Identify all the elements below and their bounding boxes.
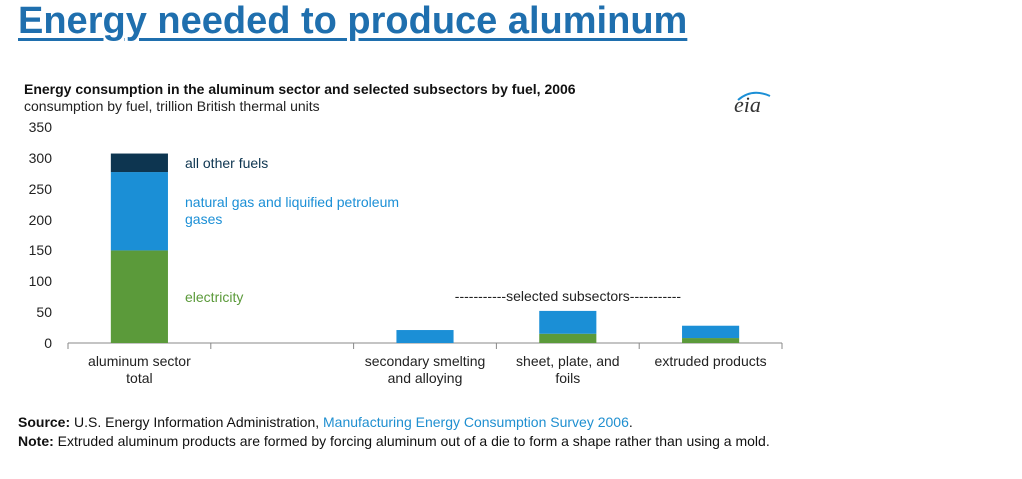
legend-label: all other fuels (185, 154, 269, 171)
legend-label: electricity (185, 288, 244, 305)
bar-segment (110, 250, 168, 343)
source-label: Source: (18, 414, 71, 430)
x-tick-label: extruded products (654, 353, 767, 369)
y-tick-label: 100 (28, 273, 52, 290)
x-tick-label: sheet, plate, and foils (516, 353, 620, 386)
bar-segment (396, 330, 454, 343)
logo-arc (737, 91, 771, 101)
source-end: . (628, 414, 633, 430)
bar-segment (110, 172, 168, 251)
x-tick-label: aluminum sector total (88, 353, 191, 386)
bar-segment (682, 325, 740, 339)
note-label: Note: (18, 433, 54, 449)
chart-title: Energy consumption in the aluminum secto… (24, 81, 576, 97)
y-tick-label: 150 (28, 242, 52, 259)
logo: eia (734, 92, 761, 117)
bar-segment (539, 310, 597, 334)
source-link[interactable]: Manufacturing Energy Consumption Survey … (323, 414, 629, 430)
page-heading: Energy needed to produce aluminum (18, 0, 688, 42)
y-tick-label: 0 (44, 335, 52, 351)
legend-label: natural gas and liquified petroleum gase… (185, 194, 400, 228)
note-text: Extruded aluminum products are formed by… (57, 433, 770, 449)
source-line: Source: U.S. Energy Information Administ… (18, 414, 633, 430)
y-tick-label: 350 (28, 119, 52, 135)
y-tick-label: 300 (28, 149, 52, 166)
annotation: -----------selected subsectors----------… (454, 288, 682, 304)
y-tick-label: 250 (28, 180, 52, 197)
note-line: Note: Extruded aluminum products are for… (18, 433, 770, 449)
source-text: U.S. Energy Information Administration, (74, 414, 320, 430)
bar-segment (110, 153, 168, 173)
chart-subtitle: consumption by fuel, trillion British th… (24, 98, 320, 114)
bar-segment (682, 338, 740, 343)
y-tick-label: 50 (36, 304, 52, 321)
x-tick-label: secondary smelting and alloying (364, 353, 486, 386)
bar-segment (539, 333, 597, 343)
y-tick-label: 200 (28, 211, 52, 228)
